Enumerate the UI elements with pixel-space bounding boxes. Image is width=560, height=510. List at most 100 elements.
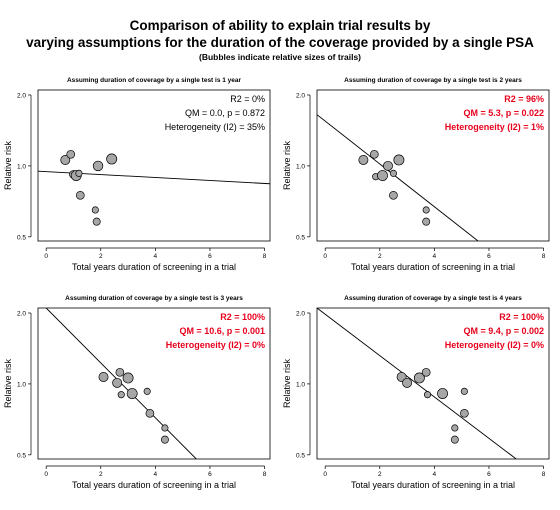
x-axis-label: Total years duration of screening in a t…: [72, 480, 236, 490]
data-bubble-5: [383, 160, 393, 171]
x-tick-label: 6: [208, 253, 212, 260]
x-tick-label: 2: [99, 471, 103, 478]
x-tick-label: 4: [433, 471, 437, 478]
data-bubble-4: [421, 367, 431, 377]
y-tick-label: 1.0: [296, 381, 305, 388]
data-bubble-2: [402, 377, 413, 388]
data-bubble-8: [393, 154, 405, 166]
data-bubble-3: [413, 372, 425, 384]
stat-line-2: QM = 5.3, p = 0.022: [463, 108, 544, 118]
stat-line-3: Heterogeneity (I2) = 0%: [166, 340, 265, 350]
data-bubble-7: [389, 191, 398, 200]
x-axis-label: Total years duration of screening in a t…: [351, 262, 515, 272]
plot-frame: [316, 307, 550, 460]
chart-panel-1: Assuming duration of coverage by a singl…: [3, 77, 271, 272]
x-tick-label: 2: [378, 253, 382, 260]
y-tick-label: 2.0: [296, 310, 305, 317]
data-bubble-5: [122, 372, 134, 384]
chart-panels: Assuming duration of coverage by a singl…: [3, 77, 550, 490]
x-tick-label: 4: [433, 253, 437, 260]
stat-line-3: Heterogeneity (I2) = 0%: [445, 340, 544, 350]
y-tick-label: 0.5: [17, 234, 26, 241]
y-tick-label: 0.5: [17, 452, 26, 459]
stat-line-2: QM = 10.6, p = 0.001: [179, 326, 265, 336]
data-bubble-10: [460, 409, 469, 418]
y-axis-label: Relative risk: [3, 358, 13, 408]
data-bubble-3: [115, 367, 125, 377]
figure-title-line-1: Comparison of ability to explain trial r…: [130, 18, 431, 33]
panel-title: Assuming duration of coverage by a singl…: [344, 295, 522, 302]
plot-frame: [37, 307, 271, 460]
x-tick-label: 8: [263, 253, 267, 260]
stat-line-3: Heterogeneity (I2) = 35%: [165, 122, 265, 132]
y-tick-label: 0.5: [296, 234, 305, 241]
x-tick-label: 8: [542, 253, 546, 260]
data-bubble-5: [423, 391, 432, 399]
y-tick-label: 2.0: [17, 92, 26, 99]
data-bubble-1: [60, 155, 71, 165]
x-tick-label: 0: [44, 253, 48, 260]
data-bubble-9: [92, 160, 104, 172]
y-tick-label: 1.0: [17, 163, 26, 170]
x-tick-label: 2: [99, 253, 103, 260]
data-bubble-7: [451, 424, 459, 432]
data-bubble-9: [161, 424, 169, 432]
data-bubble-2: [112, 377, 123, 388]
data-bubble-10: [422, 217, 431, 226]
chart-panel-4: Assuming duration of coverage by a singl…: [282, 295, 550, 490]
panel-title: Assuming duration of coverage by a singl…: [67, 77, 242, 84]
panel-title: Assuming duration of coverage by a singl…: [344, 77, 522, 84]
y-tick-label: 1.0: [17, 381, 26, 388]
x-axis-label: Total years duration of screening in a t…: [351, 480, 515, 490]
data-bubble-4: [117, 391, 125, 399]
regression-line: [317, 114, 479, 241]
figure-title-line-2: varying assumptions for the duration of …: [26, 35, 534, 50]
data-bubble-5: [75, 169, 83, 177]
data-bubble-6: [437, 388, 449, 400]
figure-subtitle: (Bubbles indicate relative sizes of trai…: [199, 52, 361, 62]
plot-frame: [37, 89, 271, 242]
data-bubble-8: [450, 435, 459, 444]
stat-line-2: QM = 0.0, p = 0.872: [185, 108, 265, 118]
data-bubble-1: [98, 372, 109, 382]
x-axis-label: Total years duration of screening in a t…: [72, 262, 236, 272]
data-bubble-6: [389, 169, 397, 177]
stat-line-3: Heterogeneity (I2) = 1%: [445, 122, 544, 132]
regression-line: [317, 308, 517, 459]
x-tick-label: 8: [263, 471, 267, 478]
data-bubble-6: [126, 388, 138, 400]
y-tick-label: 2.0: [296, 92, 305, 99]
data-bubble-2: [369, 149, 379, 159]
x-tick-label: 8: [542, 471, 546, 478]
stat-line-1: R2 = 0%: [230, 94, 265, 104]
panel-title: Assuming duration of coverage by a singl…: [65, 295, 243, 302]
x-tick-label: 0: [323, 471, 327, 478]
x-tick-label: 2: [378, 471, 382, 478]
x-tick-label: 0: [44, 471, 48, 478]
y-axis-label: Relative risk: [282, 140, 292, 190]
data-bubble-2: [66, 149, 76, 159]
y-axis-label: Relative risk: [3, 140, 13, 190]
data-bubble-7: [91, 206, 99, 214]
chart-panel-2: Assuming duration of coverage by a singl…: [282, 77, 550, 272]
chart-panel-3: Assuming duration of coverage by a singl…: [3, 295, 271, 490]
x-tick-label: 6: [208, 471, 212, 478]
data-bubble-10: [106, 153, 118, 165]
data-bubble-9: [460, 387, 468, 395]
x-tick-label: 4: [154, 253, 158, 260]
data-bubble-9: [422, 206, 430, 214]
stat-line-1: R2 = 100%: [220, 312, 265, 322]
data-bubble-8: [145, 409, 155, 418]
data-bubble-10: [160, 435, 169, 444]
x-tick-label: 0: [323, 253, 327, 260]
data-bubble-1: [358, 155, 369, 165]
stat-line-1: R2 = 96%: [504, 94, 544, 104]
x-tick-label: 4: [154, 471, 158, 478]
x-tick-label: 6: [487, 471, 491, 478]
y-tick-label: 1.0: [296, 163, 305, 170]
plot-frame: [316, 89, 550, 242]
data-bubble-6: [75, 191, 85, 200]
stat-line-2: QM = 9.4, p = 0.002: [463, 326, 544, 336]
x-tick-label: 6: [487, 253, 491, 260]
y-axis-label: Relative risk: [282, 358, 292, 408]
